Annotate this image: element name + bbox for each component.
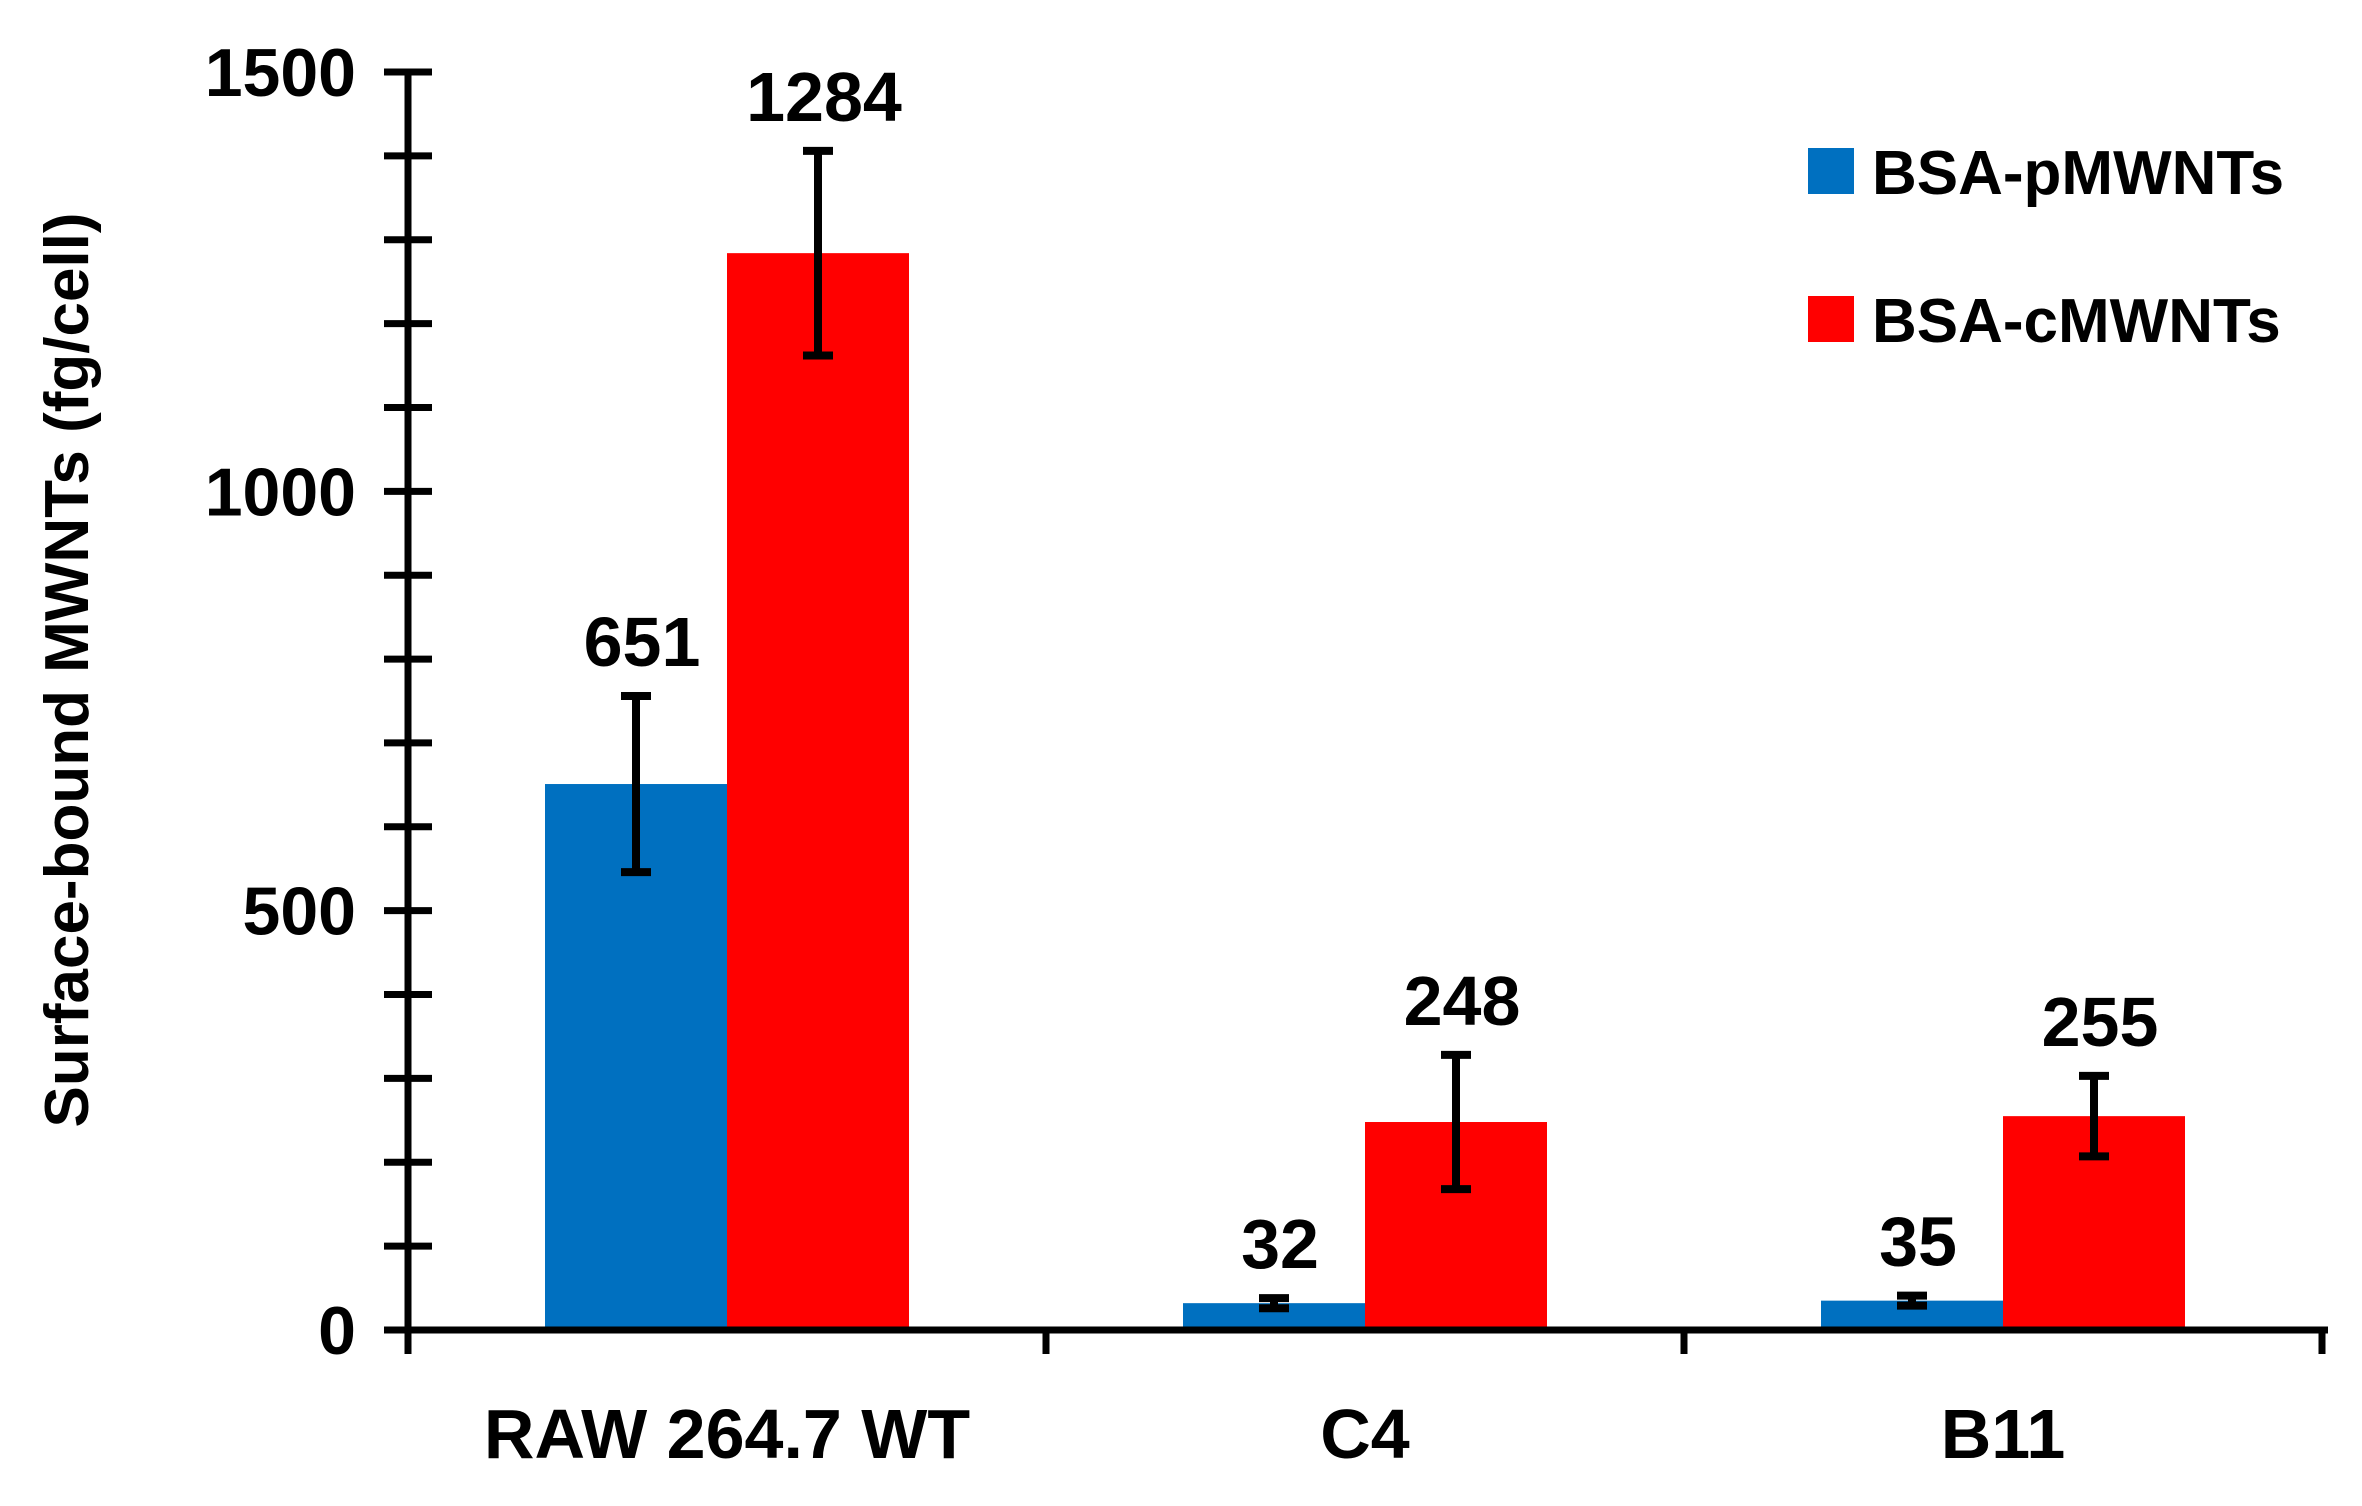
legend: BSA-pMWNTs BSA-cMWNTs bbox=[1808, 139, 2284, 356]
data-label: 1284 bbox=[746, 58, 902, 136]
x-tick-label: B11 bbox=[1941, 1395, 2066, 1473]
y-axis-title: Surface-bound MWNTs (fg/cell) bbox=[33, 212, 102, 1127]
x-tick-label: C4 bbox=[1320, 1395, 1410, 1473]
legend-label-0: BSA-pMWNTs bbox=[1872, 139, 2284, 208]
data-label: 255 bbox=[2042, 983, 2159, 1061]
axes-layer: 0 500 1000 1500 bbox=[205, 35, 2328, 1369]
bars-layer bbox=[545, 253, 2185, 1331]
legend-label-1: BSA-cMWNTs bbox=[1872, 287, 2281, 356]
x-tick-label: RAW 264.7 WT bbox=[484, 1395, 970, 1473]
y-tick-label: 0 bbox=[318, 1293, 356, 1369]
data-label: 651 bbox=[584, 603, 701, 681]
legend-swatch-0 bbox=[1808, 148, 1854, 194]
legend-swatch-1 bbox=[1808, 296, 1854, 342]
data-label: 35 bbox=[1879, 1203, 1957, 1281]
labels-layer: 651 1284 RAW 264.7 WT 32 248 C4 35 255 B11 bbox=[484, 58, 2159, 1473]
y-tick-label: 500 bbox=[243, 874, 356, 950]
bar-cmwnt-0 bbox=[727, 253, 909, 1331]
data-label: 32 bbox=[1241, 1205, 1319, 1283]
y-tick-label: 1500 bbox=[205, 35, 356, 111]
error-bars-layer bbox=[621, 146, 2109, 1313]
data-label: 248 bbox=[1404, 962, 1521, 1040]
y-tick-label: 1000 bbox=[205, 454, 356, 530]
